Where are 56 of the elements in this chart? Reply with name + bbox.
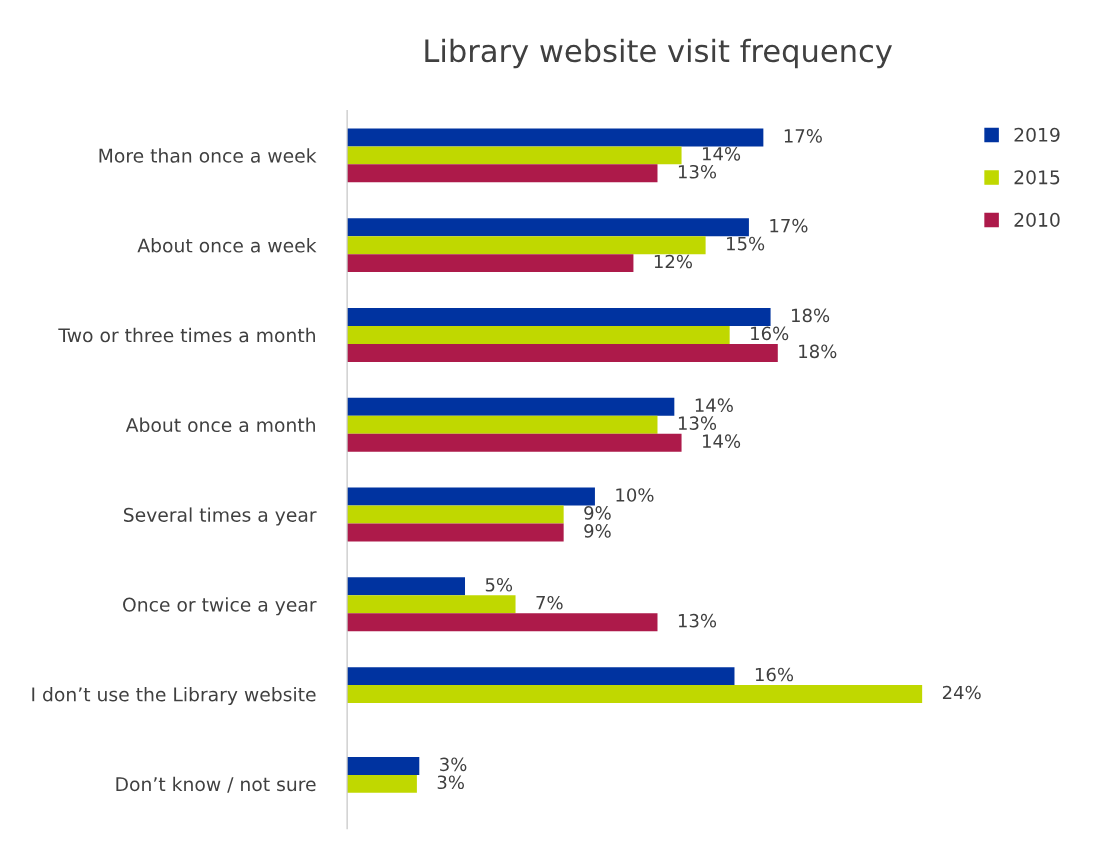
data-label: 12%	[654, 254, 693, 269]
bar	[347, 254, 634, 273]
legend-label: 2010	[1014, 212, 1060, 227]
data-label: 7%	[536, 595, 563, 610]
data-label: 16%	[755, 667, 794, 682]
bar	[347, 146, 682, 165]
data-label: 14%	[695, 398, 733, 413]
data-label: 3%	[437, 775, 464, 790]
data-label: 24%	[942, 685, 981, 700]
bar	[347, 128, 764, 147]
bar	[347, 667, 735, 686]
bar	[347, 523, 564, 542]
legend-label: 2015	[1014, 170, 1060, 185]
chart-title: Library website visit frequency	[425, 38, 892, 69]
y-tick-label: More than once a week	[99, 148, 317, 163]
bar	[347, 487, 595, 506]
y-tick-label: I don’t use the Library website	[32, 686, 316, 706]
data-label: 9%	[584, 524, 611, 538]
y-tick-label: Don’t know / not sure	[116, 776, 316, 793]
bar	[347, 774, 417, 793]
bar	[347, 595, 516, 614]
data-label: 13%	[678, 613, 717, 628]
data-label: 18%	[792, 308, 830, 323]
data-label: 16%	[751, 326, 789, 341]
data-label: 17%	[784, 129, 822, 143]
y-tick-label: Several times a year	[123, 507, 317, 526]
data-label: 17%	[770, 218, 808, 233]
data-label: 13%	[678, 164, 717, 179]
bar	[347, 325, 730, 344]
bar	[347, 218, 749, 237]
y-tick-label: About once a week	[137, 238, 317, 253]
bar	[347, 415, 658, 434]
bar	[347, 308, 771, 326]
bar	[347, 343, 778, 362]
data-label: 14%	[702, 146, 741, 161]
y-tick-label: Two or three times a month	[58, 327, 315, 343]
data-label: 9%	[584, 506, 611, 520]
data-label: 5%	[485, 577, 513, 592]
data-label: 3%	[440, 757, 467, 772]
data-label: 14%	[702, 434, 741, 448]
bar	[347, 433, 682, 452]
y-tick-label: Once or twice a year	[123, 597, 317, 616]
y-tick-label: About once a month	[125, 417, 315, 433]
legend-label: 2019	[1014, 127, 1060, 142]
bar	[347, 577, 466, 596]
data-label: 13%	[678, 416, 717, 430]
bar	[347, 613, 658, 632]
bar	[347, 756, 420, 775]
bar	[347, 164, 658, 183]
data-label: 15%	[727, 236, 765, 251]
data-label: 18%	[799, 344, 837, 359]
bar	[347, 397, 675, 416]
data-label: 10%	[616, 488, 654, 502]
bar	[347, 685, 923, 704]
bar	[347, 236, 706, 255]
bar	[347, 505, 564, 524]
